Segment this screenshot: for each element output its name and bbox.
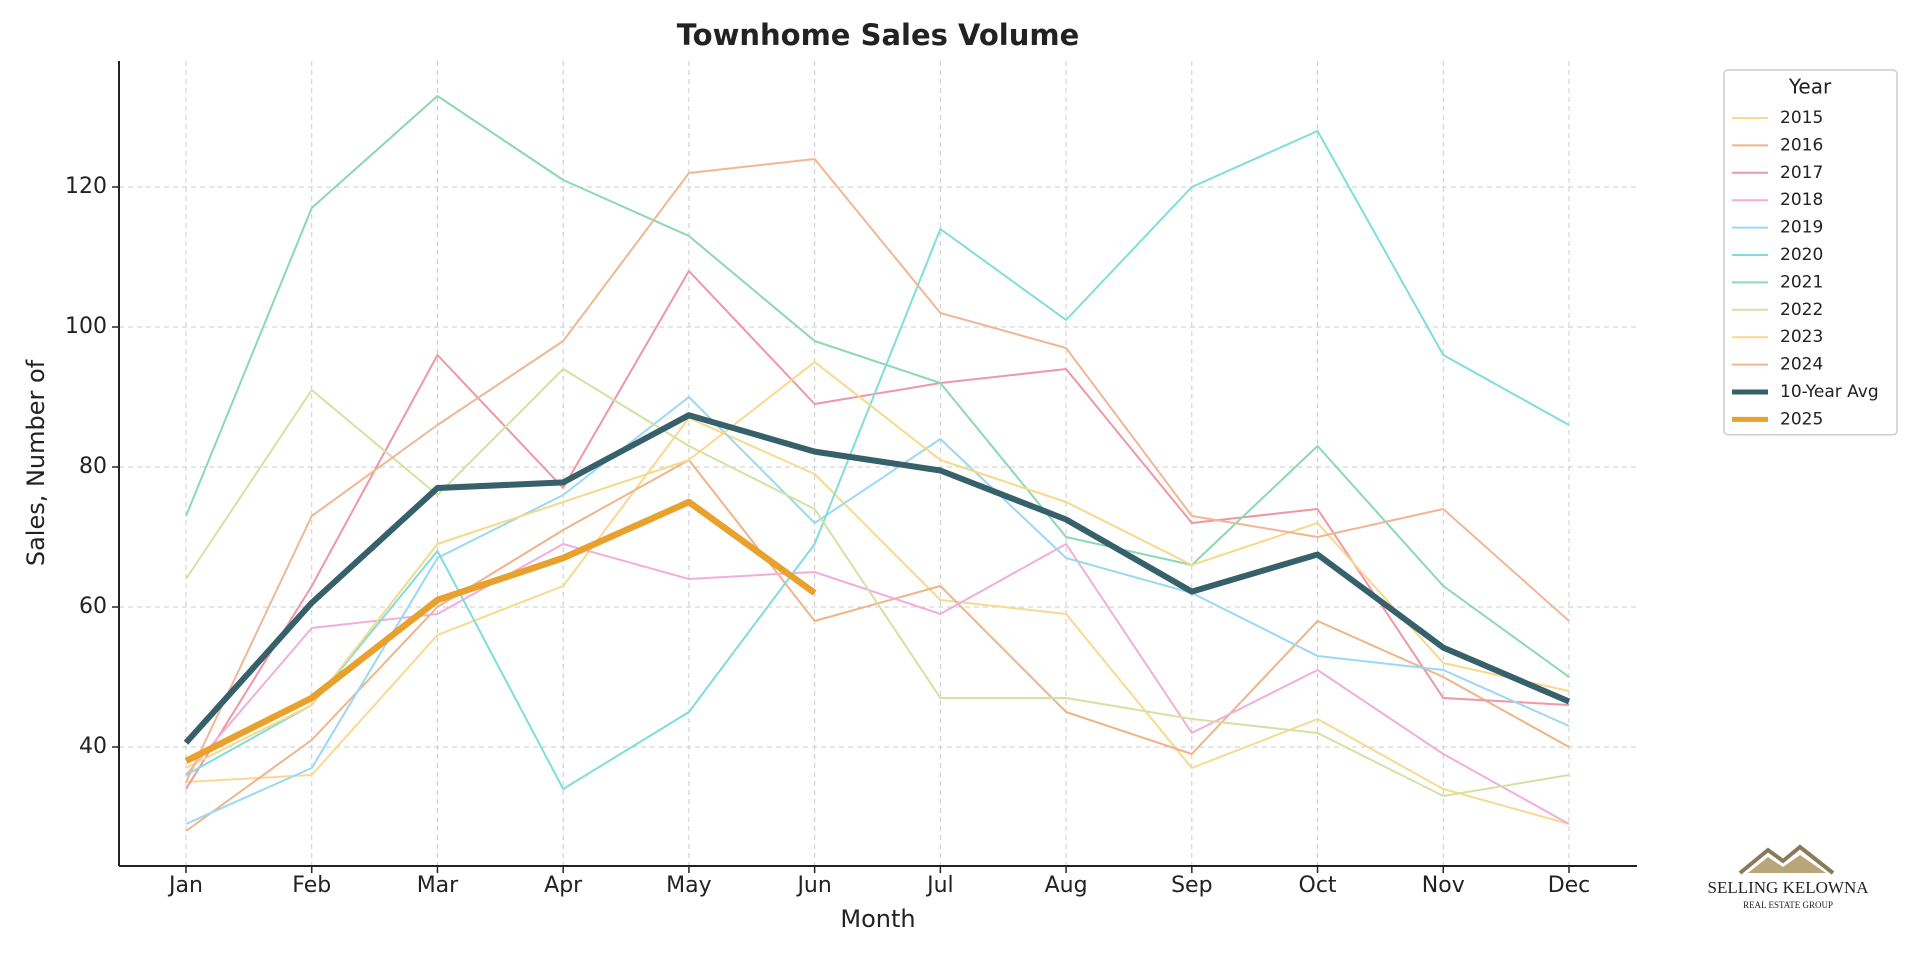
logo-house — [1748, 855, 1826, 873]
series-line — [183, 412, 1571, 745]
logo-roof — [1738, 844, 1835, 875]
legend-box — [1723, 69, 1898, 436]
x-tick-label: Oct — [1299, 873, 1337, 898]
y-tick-label: 100 — [65, 314, 107, 339]
legend: Year 2015 2016 2017 2018 2019 2020 2021 2022 2023… — [1723, 69, 1898, 436]
x-tick-label: Jul — [925, 873, 954, 898]
legend-label: 2019 — [1780, 218, 1823, 238]
y-tick-label: 40 — [79, 734, 107, 759]
series-line — [185, 396, 1570, 825]
legend-label: 10-Year Avg — [1780, 382, 1879, 402]
series-line — [185, 368, 1570, 797]
series-line — [185, 95, 1570, 678]
x-tick-label: Jun — [795, 873, 831, 898]
series-line — [185, 361, 1570, 769]
x-tick-label: Feb — [292, 873, 331, 898]
chart-title: Townhome Sales Volume — [677, 18, 1080, 52]
series-line — [184, 498, 817, 764]
legend-label: 2022 — [1780, 300, 1823, 320]
x-tick-label: Jan — [167, 873, 203, 898]
legend-label: 2017 — [1780, 163, 1823, 183]
legend-label: 2023 — [1780, 327, 1823, 347]
x-tick-label: Sep — [1171, 873, 1212, 898]
x-tick-label: May — [666, 873, 711, 898]
series-line — [185, 158, 1570, 783]
legend-label: 2015 — [1780, 108, 1823, 128]
logo: SELLING KELOWNA REAL ESTATE GROUP — [1708, 844, 1870, 910]
x-tick-label: Apr — [544, 873, 583, 898]
legend-label: 2021 — [1780, 272, 1823, 292]
series-line — [185, 130, 1570, 790]
x-tick-label: Nov — [1422, 873, 1465, 898]
legend-label: 2020 — [1780, 245, 1823, 265]
x-axis-label: Month — [840, 905, 915, 933]
series-line — [185, 459, 1570, 832]
legend-label: 2016 — [1780, 135, 1823, 155]
x-tick-label: Dec — [1548, 873, 1591, 898]
y-tick-label: 120 — [65, 174, 107, 199]
series-line — [185, 270, 1570, 790]
legend-label: 2024 — [1780, 355, 1823, 375]
legend-label: 2025 — [1780, 409, 1823, 429]
x-tick-label: Mar — [417, 873, 459, 898]
logo-name: SELLING KELOWNA — [1708, 878, 1870, 897]
y-tick-label: 80 — [79, 454, 107, 479]
series-line — [185, 417, 1570, 825]
legend-label: 2018 — [1780, 190, 1823, 210]
legend-title: Year — [1788, 75, 1832, 99]
y-tick-label: 60 — [79, 594, 107, 619]
x-tick-label: Aug — [1045, 873, 1088, 898]
logo-tagline: REAL ESTATE GROUP — [1743, 900, 1833, 910]
y-axis-label: Sales, Number of — [22, 359, 50, 566]
